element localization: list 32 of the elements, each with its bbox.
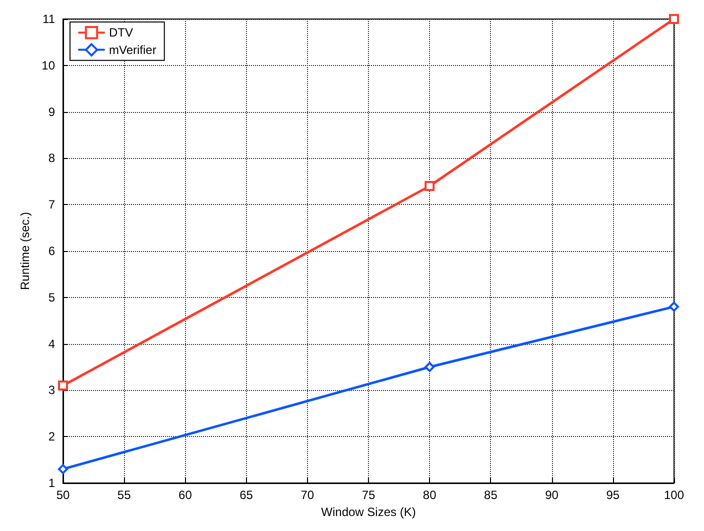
x-tick-label: 60 bbox=[178, 488, 192, 502]
y-tick-label: 9 bbox=[48, 104, 56, 119]
x-tick-label: 95 bbox=[606, 488, 620, 502]
y-tick-label: 8 bbox=[48, 151, 56, 166]
y-axis-title: Runtime (sec.) bbox=[18, 212, 32, 290]
y-tick-label: 1 bbox=[48, 476, 56, 490]
x-tick-label: 80 bbox=[422, 488, 437, 502]
y-tick-label: 2 bbox=[48, 430, 56, 444]
point bbox=[424, 181, 435, 192]
x-tick-label: 100 bbox=[664, 488, 684, 502]
y-tick-label: 3 bbox=[48, 383, 56, 398]
y-tick-label: 11 bbox=[42, 12, 56, 26]
y-tick-label: 6 bbox=[48, 244, 56, 258]
x-tick-label: 90 bbox=[545, 488, 559, 502]
y-tick-label: 7 bbox=[48, 198, 56, 212]
x-tick-label: 75 bbox=[362, 488, 376, 502]
x-tick-label: 55 bbox=[117, 488, 132, 502]
y-tick-label: 5 bbox=[48, 290, 56, 304]
point bbox=[669, 14, 679, 24]
x-tick-label: 70 bbox=[300, 488, 314, 502]
legend-label: DTV bbox=[109, 26, 133, 40]
y-tick-label: 10 bbox=[42, 58, 56, 72]
point bbox=[58, 464, 68, 474]
x-tick-label: 85 bbox=[484, 488, 498, 502]
legend-label: mVerifier bbox=[109, 42, 156, 57]
point bbox=[58, 380, 68, 391]
point bbox=[424, 362, 435, 372]
x-tick-label: 50 bbox=[56, 488, 70, 502]
point bbox=[669, 302, 679, 312]
x-tick-label: 65 bbox=[240, 488, 254, 502]
x-axis-title: Window Sizes (K) bbox=[321, 504, 416, 519]
y-tick-label: 4 bbox=[48, 336, 56, 351]
